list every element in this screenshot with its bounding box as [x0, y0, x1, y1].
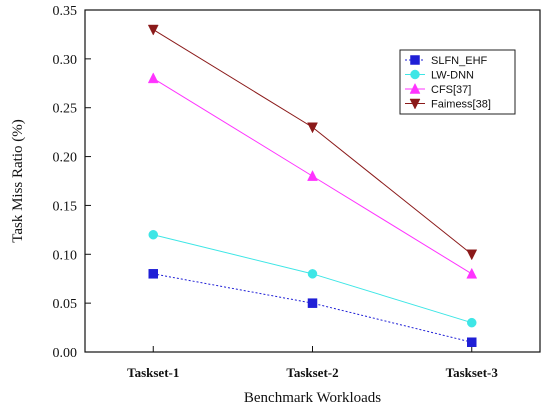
y-tick-label: 0.15	[53, 199, 78, 214]
x-axis-title: Benchmark Workloads	[244, 390, 381, 406]
y-tick-label: 0.05	[53, 297, 78, 312]
series-cfs-37	[147, 72, 478, 279]
data-point	[466, 249, 478, 261]
legend-marker	[409, 82, 421, 94]
legend-label: LW-DNN	[431, 70, 474, 82]
data-point	[467, 317, 477, 328]
series-slfn-ehf	[148, 269, 477, 347]
data-point	[467, 337, 477, 347]
series-faimess-38	[147, 24, 478, 261]
legend-marker	[410, 69, 420, 80]
legend-item: CFS[37]	[405, 82, 471, 96]
x-tick-label: Taskset-1	[127, 365, 179, 380]
legend-marker	[409, 98, 421, 110]
legend-label: CFS[37]	[431, 84, 471, 96]
series-layer	[147, 24, 478, 347]
data-point	[466, 267, 478, 279]
x-tick-label: Taskset-3	[446, 365, 499, 380]
series-lw-dnn	[148, 229, 477, 328]
data-point	[148, 269, 158, 279]
y-tick-label: 0.30	[53, 53, 78, 68]
data-point	[307, 170, 318, 181]
y-tick-label: 0.35	[53, 4, 78, 19]
legend-label: Faimess[38]	[431, 99, 491, 111]
data-point	[307, 269, 318, 279]
data-point	[147, 72, 159, 84]
x-tick-label: Taskset-2	[286, 365, 338, 380]
y-axis-title: Task Miss Ratio (%)	[10, 119, 26, 243]
y-axis-ticks: 0.00 0.05 0.10 0.15 0.20 0.25 0.30 0.35	[53, 4, 91, 361]
y-tick-label: 0.10	[53, 248, 78, 263]
legend-marker	[410, 55, 420, 65]
legend: SLFN_EHF LW-DNN CFS[37] Faimess[38]	[399, 49, 516, 115]
series-line	[153, 234, 472, 324]
legend-item: Faimess[38]	[405, 99, 491, 111]
data-point	[148, 229, 158, 240]
legend-item: LW-DNN	[405, 70, 474, 82]
y-tick-label: 0.00	[53, 346, 78, 361]
legend-item: SLFN_EHF	[405, 55, 488, 67]
legend-label: SLFN_EHF	[431, 55, 488, 67]
data-point	[307, 122, 318, 134]
y-tick-label: 0.25	[53, 102, 78, 117]
data-point	[307, 298, 318, 308]
data-point	[147, 24, 159, 36]
x-axis-ticks: Taskset-1 Taskset-2 Taskset-3	[127, 346, 498, 380]
y-tick-label: 0.20	[53, 151, 78, 166]
